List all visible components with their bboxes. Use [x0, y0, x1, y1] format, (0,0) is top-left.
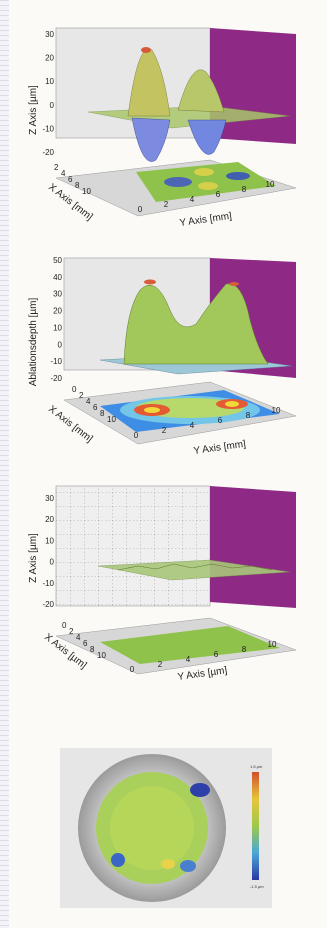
c1-z-tick: 10 — [45, 77, 54, 86]
c2-y-tick: 2 — [162, 426, 167, 435]
c2-x-tick: 4 — [86, 397, 91, 406]
c3-y-tick: 4 — [186, 655, 191, 664]
c1-z-tick: -20 — [42, 148, 54, 157]
c2-hot-core-1 — [144, 407, 160, 413]
c1-surface-peak-2 — [177, 69, 225, 113]
c2-z-tick: -10 — [50, 357, 62, 366]
c1-x-tick: 8 — [75, 181, 80, 190]
c1-y-tick: 10 — [266, 180, 275, 189]
chart-3-surface: 30 20 10 0 -10 -20 Z Axis [µm] X Axis [µm] Y … — [28, 478, 308, 688]
c3-x-tick: 0 — [62, 621, 67, 630]
c3-z-tick: 20 — [45, 515, 54, 524]
c1-z-tick: 20 — [45, 54, 54, 63]
c3-z-tick: -10 — [42, 579, 54, 588]
c1-surface-valley-2 — [187, 119, 227, 155]
c3-y-tick: 8 — [242, 645, 247, 654]
c2-surface-humps — [123, 283, 269, 365]
c2-y-tick: 0 — [134, 431, 139, 440]
c2-y-tick: 8 — [246, 411, 251, 420]
chart-1-surface: 30 20 10 0 -10 -20 Z Axis [µm] X Axis [mm] Y … — [28, 20, 308, 230]
c3-dotted-grid — [55, 485, 211, 607]
c1-x-tick: 6 — [68, 175, 73, 184]
c4-yellow-spot — [161, 859, 175, 869]
c3-ylabel: Y Axis [µm] — [177, 665, 228, 683]
c3-x-tick: 2 — [69, 627, 74, 636]
c1-surface-valley-1 — [131, 117, 171, 162]
c4-colorbar-top-label: 1.5 µm — [250, 764, 263, 769]
c2-z-tick: 10 — [53, 323, 62, 332]
c3-z-tick: 30 — [45, 494, 54, 503]
chart-4-heatmap: 1.5 µm -1.5 µm — [60, 748, 272, 908]
c2-hump-red-cap-1 — [144, 279, 156, 285]
c1-x-tick: 2 — [54, 163, 59, 172]
page-spine-decoration — [0, 0, 9, 928]
c1-x-tick: 4 — [61, 169, 66, 178]
c2-z-tick: 50 — [53, 256, 62, 265]
c1-ylabel: Y Axis [mm] — [179, 211, 233, 229]
c2-y-tick: 6 — [218, 416, 223, 425]
c1-surface-peak-1 — [127, 48, 171, 117]
c3-zlabel: Z Axis [µm] — [28, 533, 39, 583]
c2-x-tick: 10 — [107, 415, 116, 424]
c2-y-tick: 10 — [272, 406, 281, 415]
c2-hot-core-2 — [225, 401, 239, 407]
c2-hump-red-cap-2 — [229, 282, 239, 286]
c3-y-tick: 10 — [268, 640, 277, 649]
c4-heatmap-center — [110, 786, 194, 870]
c1-floor-yellow-spot-1 — [198, 182, 218, 190]
chart-2-surface: 50 40 30 20 10 0 -10 -20 Ablationsdepth [µm] X … — [28, 250, 308, 460]
c2-ylabel: Y Axis [mm] — [193, 439, 247, 457]
c1-floor-yellow-spot-2 — [194, 168, 214, 176]
c4-blue-spot-top-right — [190, 783, 210, 797]
c4-blue-spot-bottom-right — [180, 860, 196, 872]
c2-z-tick: 30 — [53, 290, 62, 299]
c3-z-tick: -20 — [42, 600, 54, 609]
c2-zlabel: Ablationsdepth [µm] — [28, 297, 39, 386]
c1-x-tick: 10 — [82, 187, 91, 196]
c3-purple-wall — [210, 486, 296, 608]
c4-colorbar — [252, 772, 259, 880]
c2-z-tick: 40 — [53, 273, 62, 282]
c3-x-tick: 6 — [83, 639, 88, 648]
c3-x-tick: 4 — [76, 633, 81, 642]
c3-x-tick: 8 — [90, 645, 95, 654]
c3-x-tick: 10 — [97, 651, 106, 660]
c4-blue-spot-bottom-left — [111, 853, 125, 867]
c1-floor-blue-spot-2 — [226, 172, 250, 180]
c3-y-tick: 2 — [158, 660, 163, 669]
c1-z-tick: 30 — [45, 30, 54, 39]
c3-z-tick: 0 — [50, 558, 55, 567]
c3-residual-plane — [97, 559, 291, 581]
c4-colorbar-bottom-label: -1.5 µm — [250, 884, 264, 889]
c1-y-tick: 8 — [242, 185, 247, 194]
c2-x-tick: 6 — [93, 403, 98, 412]
c2-x-tick: 2 — [79, 391, 84, 400]
c1-zlabel: Z Axis [µm] — [28, 85, 39, 135]
c1-heatmap-floor — [136, 162, 276, 202]
c1-y-tick: 0 — [138, 205, 143, 214]
c3-z-tick: 10 — [45, 536, 54, 545]
c1-y-tick: 2 — [164, 200, 169, 209]
c1-floor-blue-spot-1 — [164, 177, 192, 187]
c3-ripple — [117, 563, 273, 571]
c3-y-tick: 6 — [214, 650, 219, 659]
c3-heatmap-floor — [100, 626, 280, 664]
c1-peak-red-cap — [141, 47, 151, 53]
c2-z-tick: 20 — [53, 307, 62, 316]
c2-y-tick: 4 — [190, 421, 195, 430]
c3-y-tick: 0 — [130, 665, 135, 674]
c1-y-tick: 6 — [216, 190, 221, 199]
c1-y-tick: 4 — [190, 195, 195, 204]
c2-z-tick: -20 — [50, 374, 62, 383]
c2-x-tick: 8 — [100, 409, 105, 418]
c2-x-tick: 0 — [72, 385, 77, 394]
chart-4-svg: 1.5 µm -1.5 µm — [60, 748, 272, 908]
c1-z-tick: -10 — [42, 124, 54, 133]
c2-z-tick: 0 — [58, 340, 63, 349]
c1-z-tick: 0 — [50, 101, 55, 110]
